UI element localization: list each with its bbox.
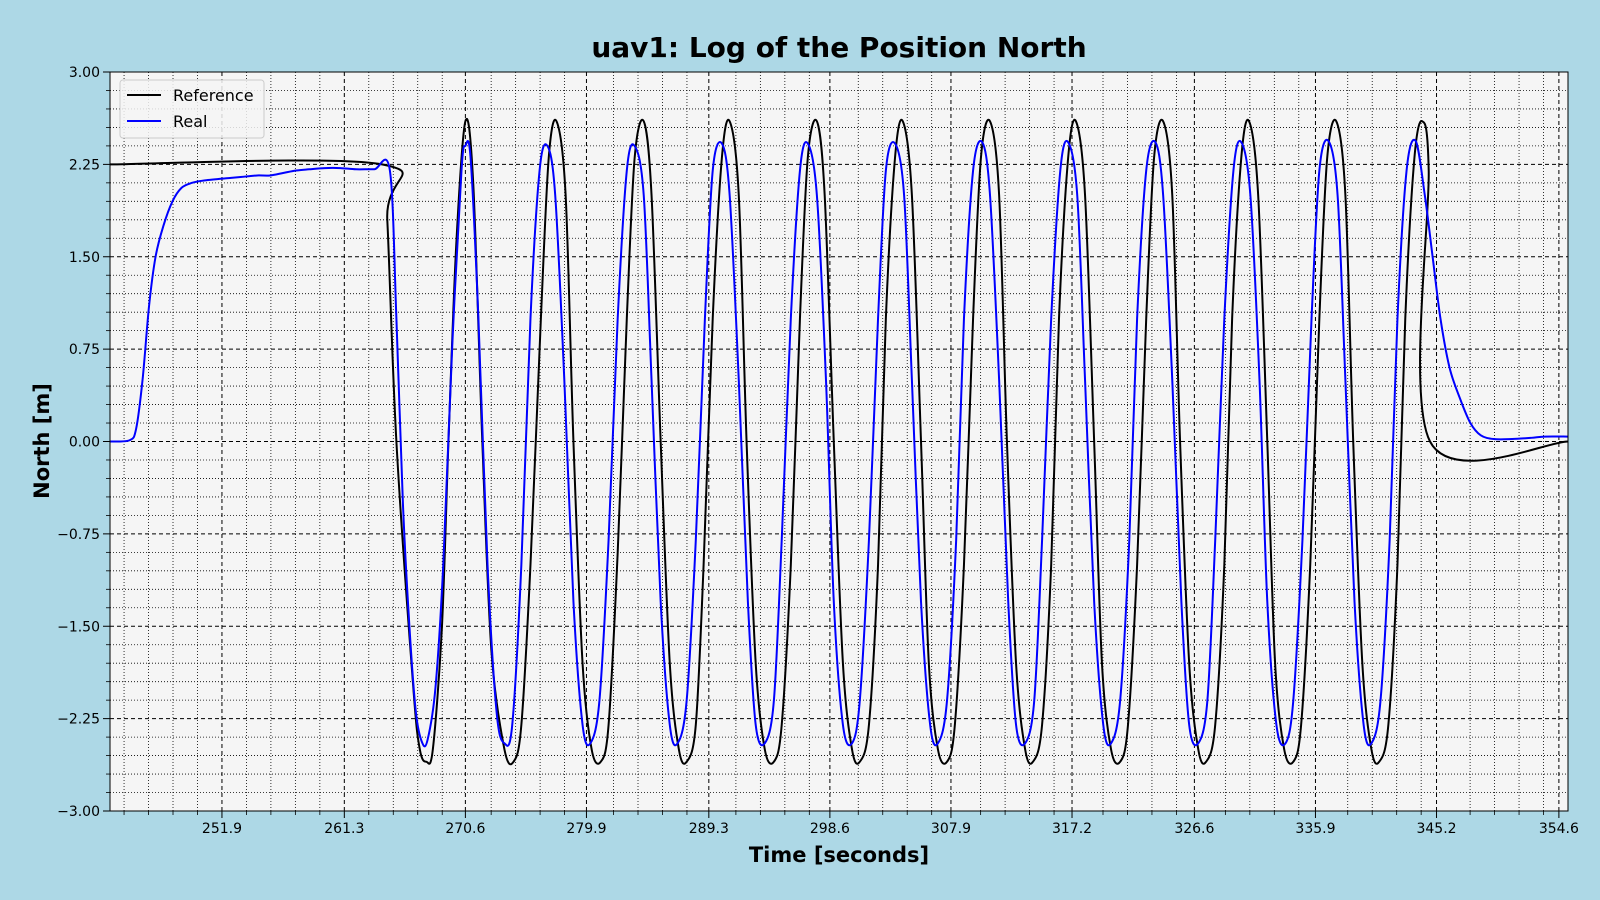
y-axis-ticks: −3.00 −2.25 −1.50 −0.75 0.00 0.75 1.50 2.25 3.00 (57, 65, 110, 820)
y-tick-label: 0.00 (69, 435, 100, 451)
x-tick-label: 307.9 (931, 821, 971, 837)
chart-title: uav1: Log of the Position North (591, 31, 1086, 64)
major-grid (110, 72, 1568, 811)
y-tick-label: 0.75 (69, 342, 100, 358)
y-tick-label: 3.00 (69, 65, 100, 81)
x-tick-label: 279.9 (566, 821, 606, 837)
legend-label-reference: Reference (173, 86, 254, 105)
x-tick-label: 298.6 (810, 821, 850, 837)
x-tick-label: 345.2 (1416, 821, 1456, 837)
x-tick-label: 289.3 (689, 821, 729, 837)
y-tick-label: −3.00 (57, 804, 100, 820)
x-tick-label: 270.6 (445, 821, 485, 837)
series-layer (110, 117, 1568, 766)
legend: Reference Real (119, 79, 265, 139)
legend-label-real: Real (173, 112, 208, 131)
y-tick-label: 2.25 (69, 157, 100, 173)
x-tick-label: 354.6 (1539, 821, 1579, 837)
x-tick-label: 326.6 (1174, 821, 1214, 837)
x-axis-label: Time [seconds] (749, 843, 929, 867)
y-tick-label: −1.50 (57, 619, 100, 635)
y-tick-label: −2.25 (57, 712, 100, 728)
y-tick-label: 1.50 (69, 250, 100, 266)
x-tick-label: 335.9 (1295, 821, 1335, 837)
y-tick-label: −0.75 (57, 527, 100, 543)
y-axis-label: North [m] (30, 383, 54, 499)
x-tick-label: 317.2 (1052, 821, 1092, 837)
series-line-real (110, 138, 1568, 748)
x-tick-label: 251.9 (202, 821, 242, 837)
x-tick-label: 261.3 (324, 821, 364, 837)
x-axis-ticks: 251.9 261.3 270.6 279.9 289.3 298.6 307.9 317.2… (123, 811, 1579, 837)
series-line-reference (110, 117, 1568, 766)
